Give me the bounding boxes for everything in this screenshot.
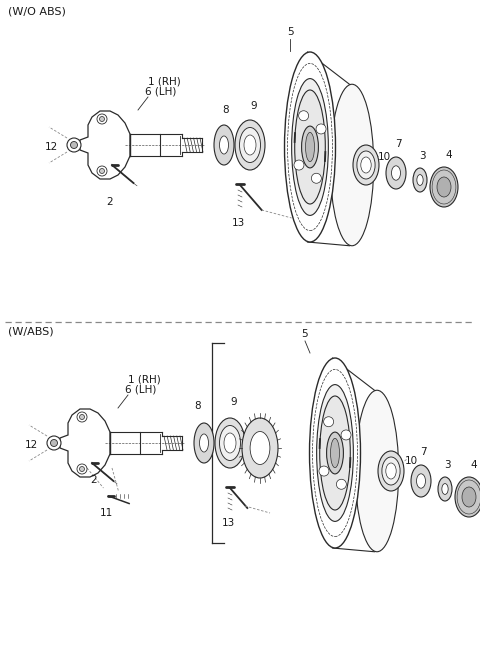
Ellipse shape: [455, 477, 480, 517]
Ellipse shape: [242, 418, 278, 478]
Circle shape: [336, 479, 347, 490]
Ellipse shape: [194, 423, 214, 463]
Text: 1 (RH): 1 (RH): [148, 77, 181, 87]
Circle shape: [324, 417, 334, 427]
Text: 11: 11: [100, 508, 113, 518]
Text: 3: 3: [444, 460, 450, 470]
Circle shape: [47, 436, 61, 450]
Ellipse shape: [386, 157, 406, 189]
Text: 4: 4: [446, 150, 452, 160]
Text: 2: 2: [107, 197, 113, 207]
Ellipse shape: [462, 487, 476, 507]
Ellipse shape: [301, 126, 318, 168]
Circle shape: [99, 168, 105, 174]
Ellipse shape: [361, 157, 371, 173]
Circle shape: [97, 166, 107, 176]
Ellipse shape: [378, 451, 404, 491]
Circle shape: [71, 141, 77, 148]
Circle shape: [312, 174, 322, 183]
Ellipse shape: [353, 145, 379, 185]
Ellipse shape: [292, 79, 328, 215]
Text: 9: 9: [231, 397, 237, 407]
Circle shape: [67, 138, 81, 152]
Circle shape: [299, 111, 309, 121]
Circle shape: [80, 466, 84, 471]
Circle shape: [99, 117, 105, 121]
Ellipse shape: [200, 434, 208, 452]
Text: 7: 7: [420, 447, 426, 457]
Ellipse shape: [214, 125, 234, 165]
Text: (W/ABS): (W/ABS): [8, 327, 54, 337]
Ellipse shape: [386, 463, 396, 479]
Ellipse shape: [326, 432, 343, 474]
Ellipse shape: [235, 120, 265, 170]
Ellipse shape: [357, 151, 375, 179]
Circle shape: [77, 412, 87, 422]
Ellipse shape: [215, 418, 245, 468]
Circle shape: [50, 439, 58, 446]
Ellipse shape: [320, 396, 350, 510]
Ellipse shape: [437, 177, 451, 197]
Ellipse shape: [382, 457, 400, 485]
Text: 13: 13: [221, 518, 235, 528]
Ellipse shape: [438, 477, 452, 501]
Ellipse shape: [430, 167, 458, 207]
Text: 5: 5: [287, 27, 293, 37]
Text: 12: 12: [45, 142, 58, 152]
Ellipse shape: [417, 175, 423, 185]
Ellipse shape: [310, 358, 360, 548]
Text: 6 (LH): 6 (LH): [145, 87, 176, 97]
Ellipse shape: [413, 168, 427, 192]
Ellipse shape: [330, 84, 373, 246]
Ellipse shape: [244, 135, 256, 155]
Circle shape: [77, 464, 87, 474]
Circle shape: [316, 124, 326, 134]
Ellipse shape: [219, 136, 228, 154]
Text: 8: 8: [195, 401, 201, 411]
Ellipse shape: [219, 426, 240, 461]
Ellipse shape: [295, 90, 325, 204]
Ellipse shape: [355, 390, 399, 551]
Text: 10: 10: [378, 152, 391, 162]
Text: 3: 3: [419, 151, 425, 161]
Ellipse shape: [392, 166, 400, 180]
Text: 5: 5: [302, 329, 308, 339]
Text: 13: 13: [231, 218, 245, 228]
Text: 4: 4: [471, 460, 477, 470]
Ellipse shape: [411, 465, 431, 497]
Text: 1 (RH): 1 (RH): [128, 375, 161, 385]
Circle shape: [294, 160, 304, 170]
Ellipse shape: [417, 474, 425, 488]
Ellipse shape: [305, 132, 314, 162]
Text: 12: 12: [25, 440, 38, 450]
Ellipse shape: [442, 484, 448, 495]
Text: 9: 9: [251, 101, 257, 111]
Ellipse shape: [240, 128, 261, 163]
Circle shape: [319, 466, 329, 476]
Ellipse shape: [285, 52, 336, 242]
Text: 7: 7: [395, 139, 401, 149]
Circle shape: [97, 114, 107, 124]
Text: 10: 10: [405, 456, 418, 466]
Ellipse shape: [331, 439, 339, 468]
Text: (W/O ABS): (W/O ABS): [8, 7, 66, 17]
Ellipse shape: [317, 384, 353, 521]
Text: 6 (LH): 6 (LH): [125, 385, 156, 395]
Text: 8: 8: [223, 105, 229, 115]
Ellipse shape: [250, 432, 270, 464]
Ellipse shape: [224, 433, 236, 453]
Circle shape: [80, 415, 84, 419]
Circle shape: [341, 430, 351, 440]
Text: 2: 2: [91, 475, 97, 485]
